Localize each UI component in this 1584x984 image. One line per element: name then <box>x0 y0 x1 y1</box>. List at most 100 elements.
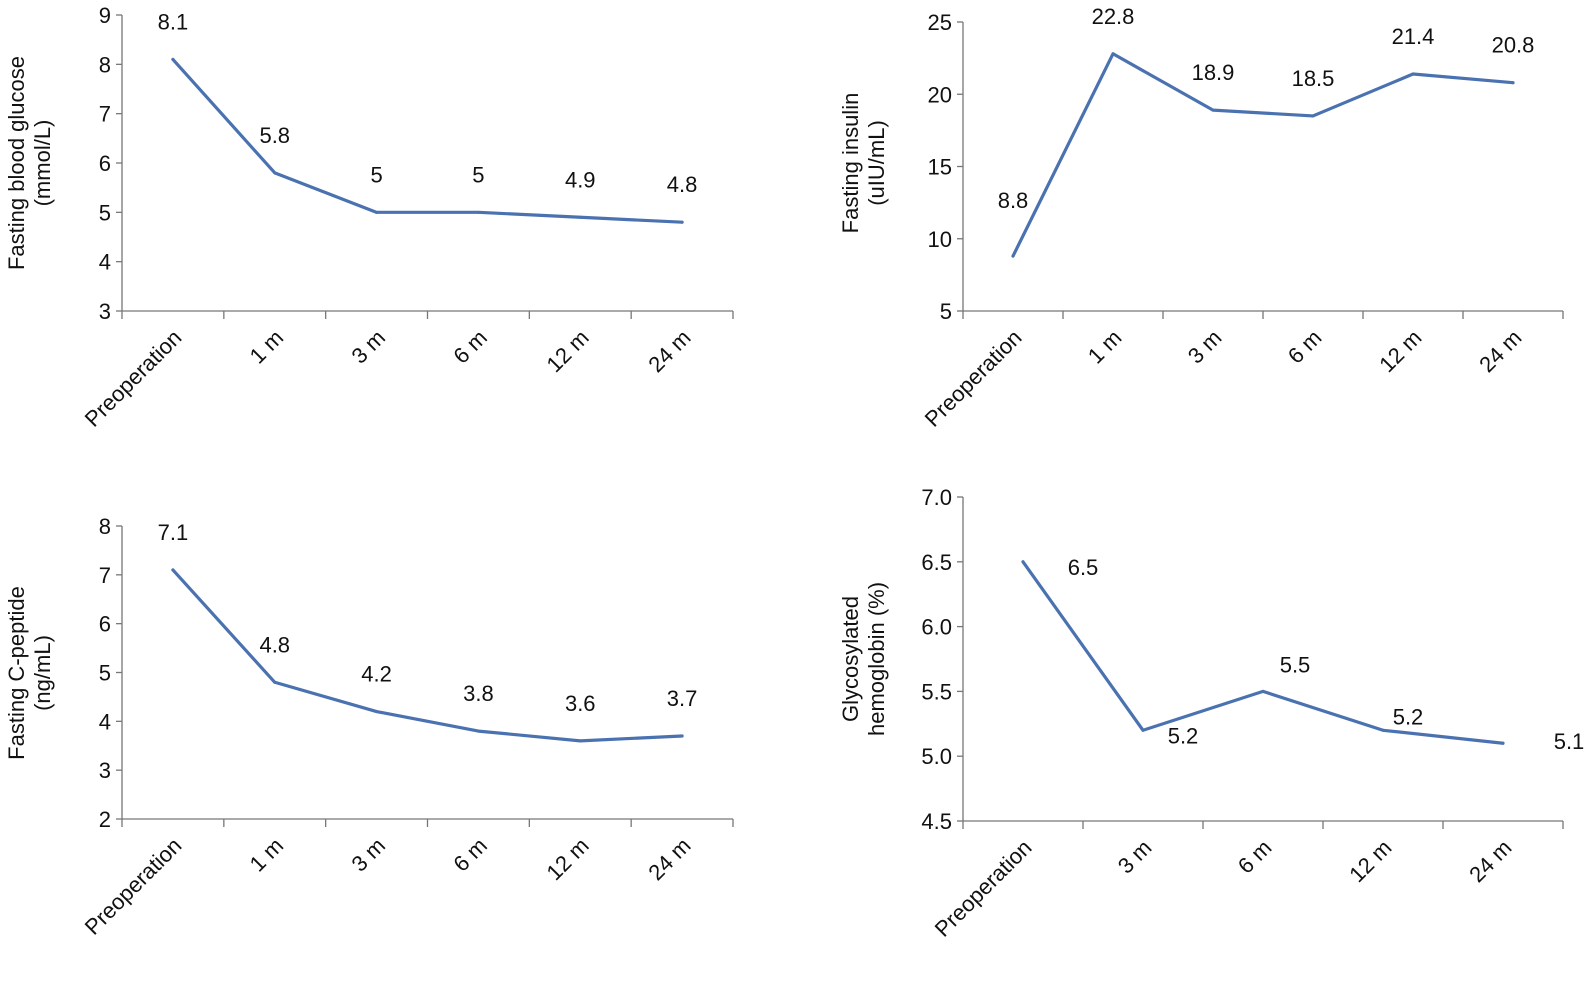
data-point <box>273 680 277 684</box>
x-tick-label: 1 m <box>1083 325 1127 369</box>
data-point <box>1311 114 1315 118</box>
chart-panel-top-left: 3 4 5 6 7 8 9 Preoperation 1 m 3 m 6 m 12 m 24 m 8.1 5… <box>4 3 734 432</box>
data-label: 5 <box>472 162 484 187</box>
x-tick-label: 24 m <box>643 833 695 885</box>
data-label: 20.8 <box>1492 33 1535 58</box>
y-tick-label: 3 <box>99 758 111 783</box>
x-tick-label: 12 m <box>542 325 594 377</box>
y-axis-title-line: Fasting blood glucose <box>4 56 29 270</box>
data-point <box>375 710 379 714</box>
y-tick-label: 25 <box>928 10 952 35</box>
data-label: 8.1 <box>158 9 189 34</box>
series-line <box>1011 52 1515 258</box>
y-tick-label: 5 <box>99 661 111 686</box>
data-label: 5.5 <box>1280 652 1311 677</box>
y-tick-label: 6 <box>99 151 111 176</box>
x-tick-label: 6 m <box>448 833 492 877</box>
y-axis-title-line: (ng/mL) <box>30 635 55 711</box>
x-tick-label: 3 m <box>346 325 390 369</box>
data-point <box>680 734 684 738</box>
y-tick-label: 4 <box>99 709 111 734</box>
y-tick-label: 20 <box>928 82 952 107</box>
x-tick-label: 1 m <box>245 833 289 877</box>
x-tick-label: 3 m <box>346 833 390 877</box>
data-point <box>1411 72 1415 76</box>
x-tick-label: 6 m <box>1283 325 1327 369</box>
x-tick-label: 12 m <box>1344 835 1396 887</box>
chart-panel-bottom-right: 4.5 5.0 5.5 6.0 6.5 7.0 Preoperation 3 m 6 m 12 m… <box>838 485 1584 942</box>
y-axis-title: Glycosylatedhemoglobin (%) <box>838 582 889 736</box>
x-tick-label: Preoperation <box>930 835 1037 942</box>
y-axis-title: Fasting C-peptide(ng/mL) <box>4 586 55 760</box>
data-label: 5.1 <box>1554 729 1584 754</box>
x-tick-label: 24 m <box>1464 835 1516 887</box>
series-line <box>171 568 684 743</box>
data-label: 18.9 <box>1192 60 1235 85</box>
data-label: 3.6 <box>565 691 596 716</box>
y-tick-label: 10 <box>928 227 952 252</box>
y-tick-label: 3 <box>99 299 111 324</box>
y-tick-label: 6.0 <box>921 615 952 640</box>
y-tick-label: 2 <box>99 807 111 832</box>
y-axis-title-line: (mmol/L) <box>30 120 55 207</box>
series-line <box>171 57 684 224</box>
x-tick-label: 12 m <box>542 833 594 885</box>
y-tick-label: 6.5 <box>921 550 952 575</box>
data-point <box>578 215 582 219</box>
y-axis-title-line: (uIU/mL) <box>864 120 889 206</box>
data-label: 5.8 <box>259 123 290 148</box>
y-tick-label: 7 <box>99 563 111 588</box>
x-tick-label: 6 m <box>1233 835 1277 879</box>
data-point <box>476 729 480 733</box>
data-label: 3.8 <box>463 681 494 706</box>
data-point <box>1211 108 1215 112</box>
data-label: 4.2 <box>361 662 392 687</box>
x-tick-label: 24 m <box>643 325 695 377</box>
data-point <box>273 171 277 175</box>
chart-panel-bottom-left: 2 3 4 5 6 7 8 Preoperation 1 m 3 m 6 m 12 m 24 m 7.1 4… <box>4 514 734 940</box>
data-point <box>171 568 175 572</box>
data-label: 5.2 <box>1168 723 1199 748</box>
y-axis-title: Fasting blood glucose(mmol/L) <box>4 56 55 270</box>
data-point <box>680 220 684 224</box>
data-point <box>1111 52 1115 56</box>
y-tick-label: 6 <box>99 612 111 637</box>
x-tick-label: Preoperation <box>80 325 187 432</box>
data-point <box>1261 689 1265 693</box>
data-label: 8.8 <box>998 188 1029 213</box>
data-point <box>1141 728 1145 732</box>
y-axis-title-line: hemoglobin (%) <box>864 582 889 736</box>
data-point <box>578 739 582 743</box>
y-tick-label: 5 <box>99 200 111 225</box>
y-tick-label: 5 <box>940 299 952 324</box>
data-label: 7.1 <box>158 520 189 545</box>
data-label: 3.7 <box>667 686 698 711</box>
data-label: 6.5 <box>1068 555 1099 580</box>
x-tick-label: Preoperation <box>920 325 1027 432</box>
x-tick-label: Preoperation <box>80 833 187 940</box>
y-tick-label: 4.5 <box>921 809 952 834</box>
y-tick-label: 5.0 <box>921 744 952 769</box>
x-tick-label: 24 m <box>1474 325 1526 377</box>
y-tick-label: 15 <box>928 155 952 180</box>
x-tick-label: 3 m <box>1113 835 1157 879</box>
y-axis-title-line: Fasting C-peptide <box>4 586 29 760</box>
y-tick-label: 4 <box>99 250 111 275</box>
data-label: 18.5 <box>1292 66 1335 91</box>
data-point <box>1381 728 1385 732</box>
x-tick-label: 6 m <box>448 325 492 369</box>
data-point <box>375 210 379 214</box>
y-axis-title-line: Fasting insulin <box>838 93 863 234</box>
y-tick-label: 7.0 <box>921 485 952 510</box>
data-point <box>1011 254 1015 258</box>
y-axis-title: Fasting insulin(uIU/mL) <box>838 93 889 234</box>
data-label: 5 <box>370 162 382 187</box>
data-label: 21.4 <box>1392 24 1435 49</box>
data-point <box>171 57 175 61</box>
y-tick-label: 9 <box>99 3 111 28</box>
x-tick-label: 12 m <box>1374 325 1426 377</box>
chart-panel-top-right: 5 10 15 20 25 Preoperation 1 m 3 m 6 m 12 m 24 m 8.… <box>838 4 1564 432</box>
data-label: 4.8 <box>259 632 290 657</box>
data-point <box>1511 81 1515 85</box>
